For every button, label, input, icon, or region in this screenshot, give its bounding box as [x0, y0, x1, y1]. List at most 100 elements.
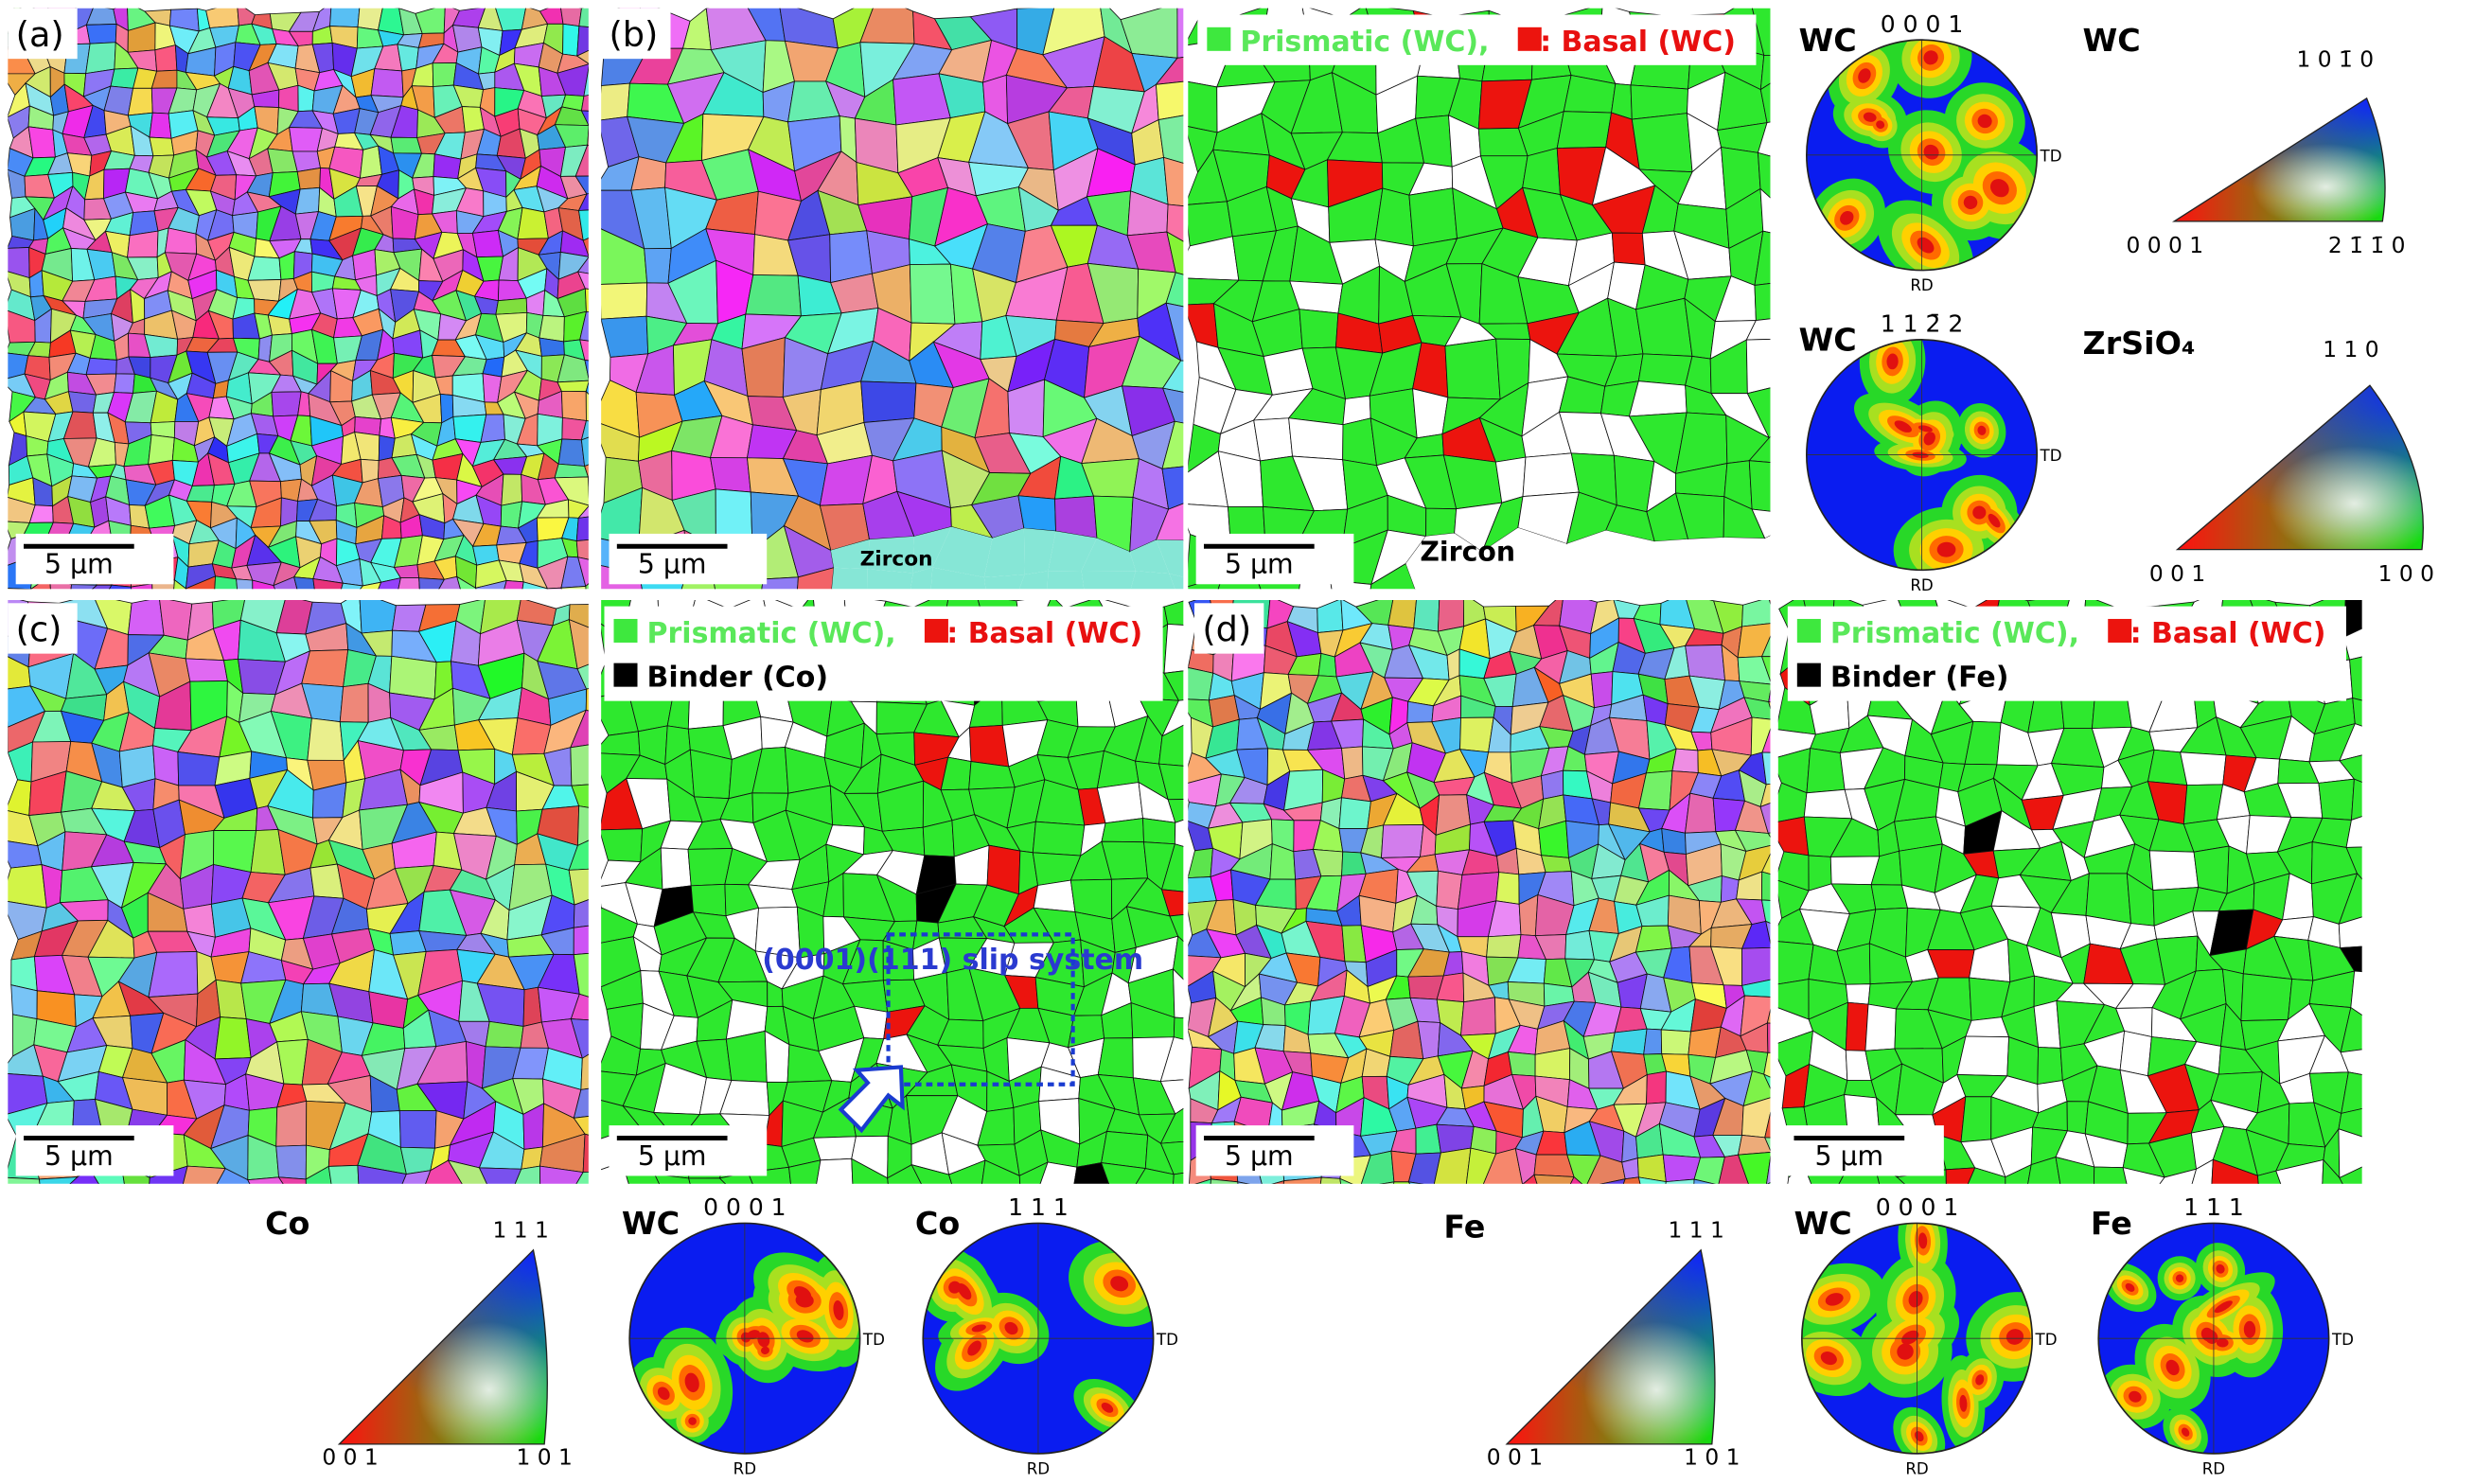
grain — [2338, 1108, 2362, 1138]
grain — [1590, 671, 1614, 709]
grain — [2376, 697, 2406, 732]
legend-text: Prismatic (WC), — [647, 617, 896, 650]
grain — [1752, 8, 1771, 56]
grain — [1845, 983, 1871, 1005]
pf-phase: WC — [622, 1205, 680, 1242]
grain — [930, 567, 986, 590]
grain — [580, 1053, 589, 1090]
grain — [2260, 1193, 2285, 1225]
grain — [1628, 380, 1688, 417]
pf-direction: 0 0 0 1 — [1881, 10, 1963, 38]
grain — [2368, 1018, 2409, 1048]
grain — [185, 575, 217, 590]
legend-text: Prismatic (WC), — [1830, 617, 2079, 650]
grain — [1751, 508, 1771, 539]
grain — [948, 1159, 986, 1184]
grain — [1317, 599, 1344, 633]
pf-phase: WC — [1794, 1205, 1851, 1242]
grain — [296, 167, 321, 190]
grain — [360, 1204, 398, 1231]
grain — [2368, 847, 2408, 885]
grain — [1740, 1185, 1768, 1208]
grain — [1759, 783, 1771, 808]
grain — [2055, 1156, 2095, 1184]
grain — [1758, 151, 1771, 199]
contour — [2175, 1274, 2184, 1282]
contour — [2165, 1359, 2180, 1376]
grain — [601, 282, 648, 320]
legend-swatch — [613, 662, 638, 687]
legend-text: : Basal (WC) — [946, 617, 1142, 650]
grain — [1048, 531, 1097, 572]
ipf-top: 1 1 1 — [492, 1216, 548, 1243]
grain — [2384, 1191, 2412, 1228]
grain — [2338, 1128, 2362, 1179]
grain — [797, 567, 835, 590]
grain — [1454, 533, 1492, 574]
grain — [289, 127, 324, 152]
grain — [1956, 1035, 2010, 1077]
scale-box — [15, 1125, 174, 1176]
grain — [1282, 1176, 1322, 1184]
pf-phase: WC — [1798, 22, 1856, 59]
grain — [1637, 1176, 1667, 1184]
ipf-right: 1 0 1 — [516, 1444, 572, 1471]
grain — [560, 390, 587, 421]
grain — [1569, 1175, 1582, 1184]
label-box — [601, 8, 671, 60]
grain — [568, 868, 589, 906]
grain — [109, 584, 133, 590]
grain — [2129, 1195, 2165, 1231]
grain — [335, 1207, 362, 1230]
legend-box — [1197, 14, 1757, 65]
grain — [1754, 283, 1771, 322]
contour — [1923, 50, 1938, 65]
grain — [688, 1177, 726, 1184]
grain — [546, 587, 562, 590]
grain — [867, 536, 914, 574]
grain — [127, 599, 165, 636]
grain — [1165, 302, 1184, 362]
grain — [329, 8, 361, 28]
grain — [601, 828, 644, 863]
grain — [1158, 724, 1184, 767]
grain — [1381, 824, 1424, 858]
grain — [67, 391, 97, 414]
grain — [504, 580, 524, 590]
pole-figure-contours — [1808, 40, 2038, 271]
pf-td: TD — [2035, 1331, 2058, 1349]
label-box — [8, 603, 78, 654]
grain — [92, 584, 113, 590]
grain — [831, 567, 868, 590]
grain — [1173, 1172, 1184, 1184]
grain — [360, 581, 382, 590]
pf-phase: WC — [1798, 322, 1856, 359]
grain — [1745, 318, 1771, 341]
grain — [1766, 1008, 1771, 1024]
grain — [1486, 1201, 1517, 1225]
grain — [1159, 1036, 1184, 1082]
grain — [968, 724, 1010, 768]
pf-rd: RD — [1910, 576, 1933, 594]
grain — [1757, 121, 1771, 157]
contour — [2125, 1282, 2135, 1292]
grain — [1693, 1178, 1716, 1184]
grain — [1787, 222, 1823, 281]
legend-text: Binder (Fe) — [1830, 662, 2009, 695]
grain — [1159, 1079, 1184, 1115]
grain — [216, 1168, 251, 1184]
grain — [341, 582, 364, 590]
grain — [573, 899, 589, 928]
grain — [1032, 821, 1086, 857]
grain — [1033, 879, 1076, 913]
ipf-top: 1 1 0 — [2323, 336, 2378, 362]
scale-box — [1195, 533, 1354, 585]
grain — [601, 315, 649, 358]
grain — [2368, 879, 2419, 914]
scale-box — [609, 533, 768, 585]
contour — [757, 1332, 770, 1348]
grain — [1157, 115, 1184, 164]
grain — [2340, 1049, 2362, 1075]
grain — [277, 1176, 307, 1184]
grain — [1408, 187, 1458, 247]
